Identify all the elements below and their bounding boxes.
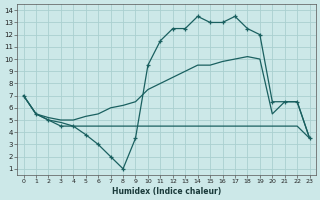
X-axis label: Humidex (Indice chaleur): Humidex (Indice chaleur)	[112, 187, 221, 196]
